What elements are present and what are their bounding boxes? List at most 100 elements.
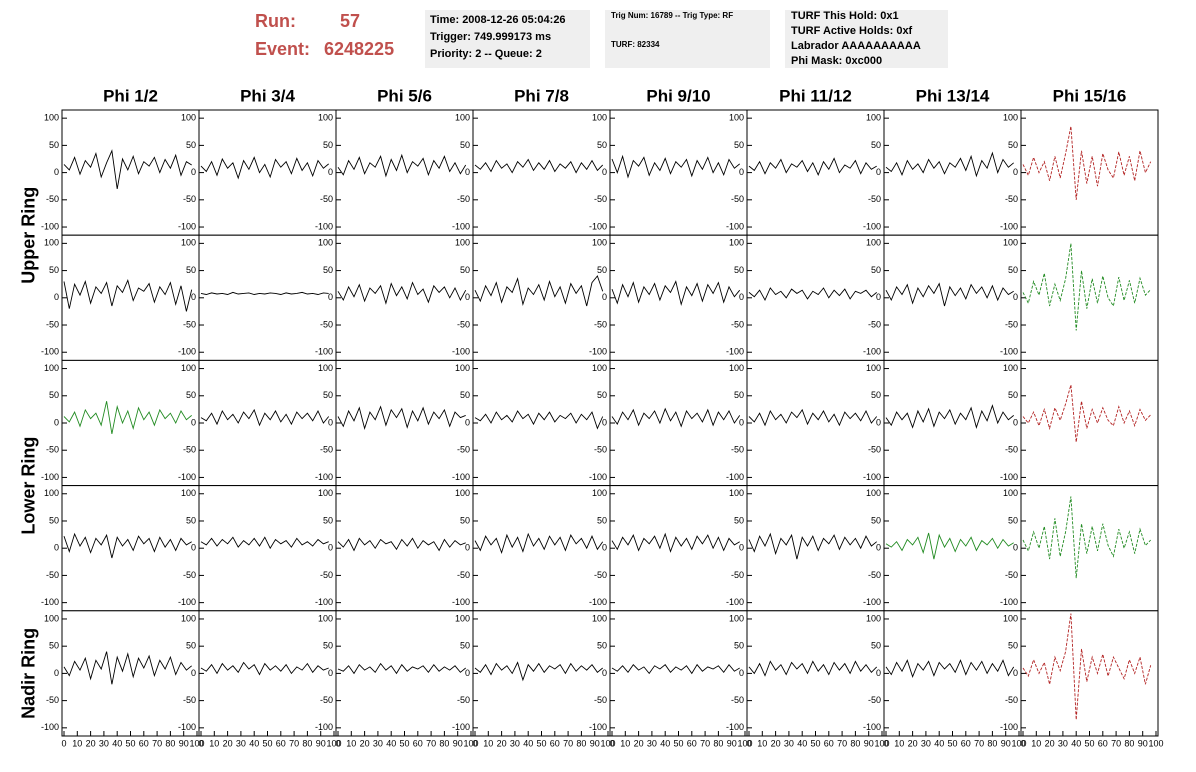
y-tick-label: 0 [191,292,196,302]
x-tick-label: 20 [223,738,233,748]
panel [609,610,748,737]
info-line: TURF This Hold: 0x1 [791,10,899,22]
y-tick-label: 100 [318,238,333,248]
panel [1020,234,1159,361]
panel [746,234,885,361]
y-tick-label: -50 [1005,319,1018,329]
x-tick-label: 80 [302,738,312,748]
info-line: Phi Mask: 0xc000 [791,55,882,67]
y-tick-label: -100 [589,221,607,231]
y-tick-label: 50 [49,140,59,150]
y-tick-label: -50 [457,695,470,705]
x-tick-label: 100 [1148,738,1163,748]
y-tick-label: 0 [328,292,333,302]
x-tick-label: 100 [326,738,341,748]
y-tick-label: 0 [1013,167,1018,177]
x-tick-label: 60 [550,738,560,748]
y-tick-label: -100 [315,722,333,732]
y-tick-label: 0 [191,417,196,427]
column-title: Phi 1/2 [103,86,158,105]
y-tick-label: 100 [455,363,470,373]
waveform [748,157,877,176]
y-tick-label: 100 [592,613,607,623]
x-tick-label: 20 [634,738,644,748]
y-tick-label: 100 [1003,363,1018,373]
y-tick-label: -50 [46,194,59,204]
y-tick-label: 0 [876,417,881,427]
y-tick-label: -100 [178,347,196,357]
x-tick-label: 50 [1084,738,1094,748]
y-tick-label: -100 [863,221,881,231]
x-tick-label: 0 [335,738,340,748]
y-tick-label: -50 [594,570,607,580]
y-tick-label: -50 [731,445,744,455]
waveform [885,282,1014,307]
time-box [425,10,590,68]
y-tick-label: 0 [54,543,59,553]
info-line: TURF: 82334 [611,40,660,49]
y-tick-label: 50 [1008,515,1018,525]
column-title: Phi 3/4 [240,86,295,105]
waveform [200,408,330,427]
waveform [337,662,466,675]
y-tick-label: -100 [452,722,470,732]
panel [61,610,200,737]
y-tick-label: 0 [1013,543,1018,553]
column-title: Phi 15/16 [1053,86,1127,105]
y-tick-label: 100 [866,238,881,248]
y-tick-label: 100 [455,238,470,248]
y-tick-label: -50 [594,445,607,455]
y-tick-label: 50 [734,515,744,525]
x-tick-label: 50 [810,738,820,748]
x-tick-label: 50 [262,738,272,748]
x-tick-label: 40 [249,738,259,748]
x-tick-label: 0 [746,738,751,748]
y-tick-label: 0 [602,292,607,302]
column-title: Phi 5/6 [377,86,432,105]
y-tick-label: -50 [731,570,744,580]
waveform [474,410,604,430]
y-tick-label: 100 [1003,488,1018,498]
y-tick-label: 50 [460,515,470,525]
y-tick-label: -100 [1000,722,1018,732]
y-tick-label: -100 [726,472,744,482]
y-tick-label: -50 [1005,445,1018,455]
waveform [885,532,1014,560]
y-tick-label: 100 [866,488,881,498]
x-tick-label: 40 [660,738,670,748]
y-tick-label: 50 [186,641,196,651]
y-tick-label: 0 [1013,292,1018,302]
y-tick-label: 50 [323,515,333,525]
x-tick-label: 100 [1011,738,1026,748]
panel [335,234,474,361]
y-tick-label: 100 [866,113,881,123]
y-tick-label: 0 [328,668,333,678]
y-tick-label: -50 [457,445,470,455]
y-tick-label: -100 [726,597,744,607]
y-tick-label: -100 [863,722,881,732]
panel [1020,109,1159,236]
y-tick-label: 50 [597,265,607,275]
column-title: Phi 7/8 [514,86,569,105]
y-tick-label: -100 [726,347,744,357]
y-tick-label: -100 [1000,221,1018,231]
y-tick-label: 0 [602,417,607,427]
waveform [474,275,604,307]
y-tick-label: -100 [1000,472,1018,482]
panel [61,109,200,236]
x-tick-label: 40 [112,738,122,748]
x-tick-label: 40 [386,738,396,748]
panel [198,109,337,236]
x-tick-label: 80 [1124,738,1134,748]
y-tick-label: 50 [871,390,881,400]
y-tick-label: 100 [44,613,59,623]
y-tick-label: -100 [863,347,881,357]
panel [335,109,474,236]
panel [61,234,200,361]
y-tick-label: 0 [191,543,196,553]
y-tick-label: 100 [181,488,196,498]
y-tick-label: 50 [323,641,333,651]
panel [609,234,748,361]
y-tick-label: -50 [183,194,196,204]
turf-box [785,10,948,68]
